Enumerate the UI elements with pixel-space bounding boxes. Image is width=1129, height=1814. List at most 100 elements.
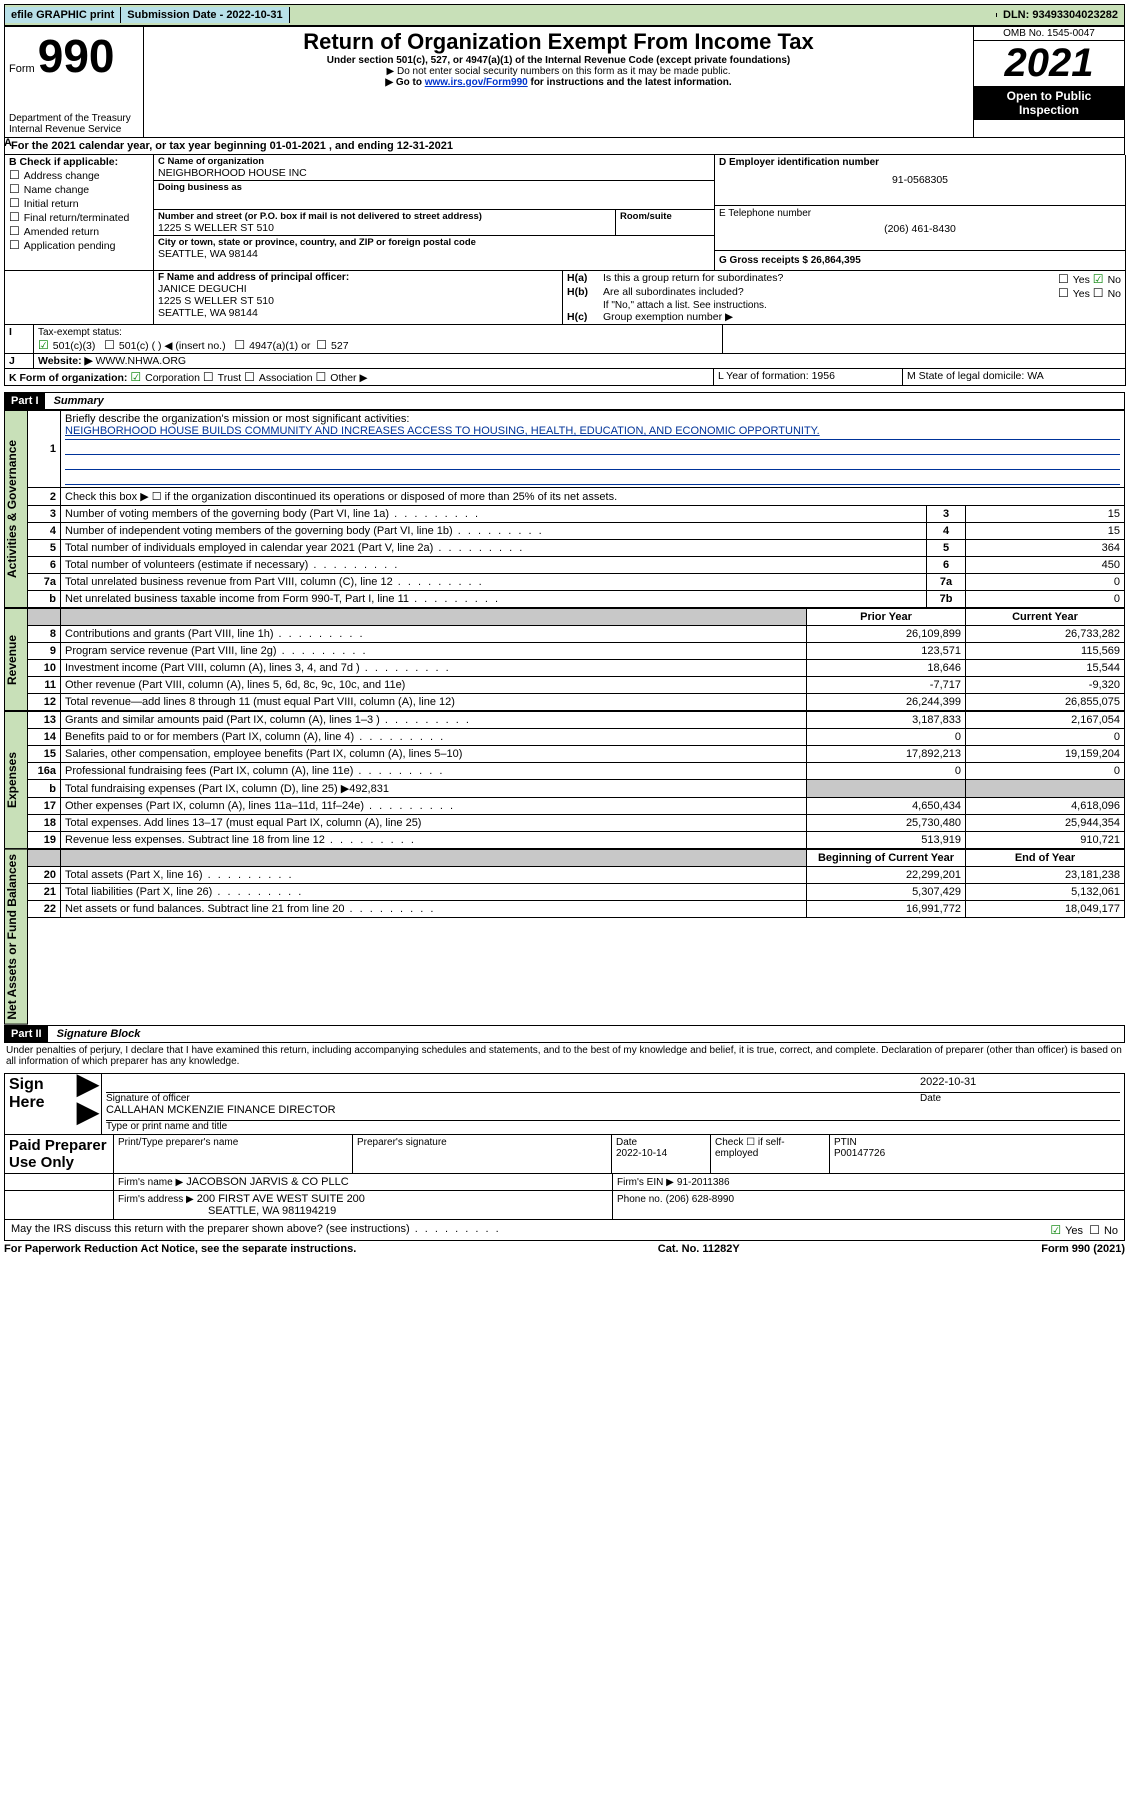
part-ii-title: Signature Block bbox=[57, 1028, 141, 1040]
prep-name-label: Print/Type preparer's name bbox=[118, 1137, 348, 1148]
ptin-val: P00147726 bbox=[834, 1148, 1120, 1159]
submission-date-button[interactable]: Submission Date - 2022-10-31 bbox=[121, 7, 289, 23]
chk-initial-return[interactable]: Initial return bbox=[9, 196, 149, 210]
page-footer: For Paperwork Reduction Act Notice, see … bbox=[4, 1241, 1125, 1255]
addr-label: Number and street (or P.O. box if mail i… bbox=[158, 211, 611, 222]
officer-name: JANICE DEGUCHI bbox=[158, 283, 558, 295]
tab-net-assets: Net Assets or Fund Balances bbox=[4, 849, 28, 1025]
hb-text: Are all subordinates included? bbox=[603, 286, 1058, 300]
firm-phone: (206) 628-8990 bbox=[666, 1194, 734, 1205]
chk-501c[interactable]: 501(c) ( ) ◀ (insert no.) bbox=[104, 340, 225, 352]
firm-ein: 91-2011386 bbox=[677, 1177, 730, 1188]
line-b-label: B Check if applicable: bbox=[9, 156, 149, 168]
form-number: 990 bbox=[38, 30, 115, 82]
chk-final-return[interactable]: Final return/terminated bbox=[9, 210, 149, 224]
pra-notice: For Paperwork Reduction Act Notice, see … bbox=[4, 1243, 356, 1255]
chk-501c3[interactable]: 501(c)(3) bbox=[38, 340, 95, 352]
chk-527[interactable]: 527 bbox=[316, 340, 348, 352]
top-bar: efile GRAPHIC print Submission Date - 20… bbox=[4, 4, 1125, 26]
firm-name: JACOBSON JARVIS & CO PLLC bbox=[186, 1176, 348, 1188]
chk-address-change[interactable]: Address change bbox=[9, 168, 149, 182]
chk-assoc[interactable]: Association bbox=[244, 372, 312, 384]
sign-here-block: Sign Here ▶▶ 2022-10-31 Signature of off… bbox=[4, 1073, 1125, 1135]
ha-no[interactable]: No bbox=[1093, 274, 1121, 286]
l5-val: 364 bbox=[966, 540, 1125, 557]
l4-text: Number of independent voting members of … bbox=[61, 523, 927, 540]
firm-name-label: Firm's name ▶ bbox=[118, 1177, 183, 1188]
hdr-prior: Prior Year bbox=[807, 609, 966, 626]
sign-date: 2022-10-31 bbox=[920, 1076, 1120, 1092]
l3-val: 15 bbox=[966, 506, 1125, 523]
chk-name-change[interactable]: Name change bbox=[9, 182, 149, 196]
line-f-label: F Name and address of principal officer: bbox=[158, 272, 558, 283]
goto-prefix: ▶ Go to bbox=[385, 77, 424, 88]
may-discuss-row: May the IRS discuss this return with the… bbox=[4, 1220, 1125, 1241]
perjury-declaration: Under penalties of perjury, I declare th… bbox=[4, 1043, 1125, 1073]
form-ref: Form 990 (2021) bbox=[1041, 1243, 1125, 1255]
l2-text: Check this box ▶ ☐ if the organization d… bbox=[61, 488, 1125, 506]
chk-application-pending[interactable]: Application pending bbox=[9, 238, 149, 252]
paid-preparer-label: Paid Preparer Use Only bbox=[5, 1135, 114, 1173]
self-employed-check[interactable]: Check ☐ if self-employed bbox=[711, 1135, 830, 1173]
ha-yes[interactable]: Yes bbox=[1058, 274, 1090, 286]
l3-text: Number of voting members of the governin… bbox=[61, 506, 927, 523]
warn-ssn: ▶ Do not enter social security numbers o… bbox=[148, 66, 969, 77]
may-discuss-text: May the IRS discuss this return with the… bbox=[11, 1223, 1050, 1237]
mission-text: NEIGHBORHOOD HOUSE BUILDS COMMUNITY AND … bbox=[65, 425, 1120, 440]
line-k-label: K Form of organization: bbox=[9, 372, 127, 384]
hdr-begin: Beginning of Current Year bbox=[807, 850, 966, 867]
efile-print-button[interactable]: efile GRAPHIC print bbox=[5, 7, 121, 23]
line-i-letter: I bbox=[5, 325, 34, 354]
part-i-tag: Part I bbox=[5, 393, 45, 409]
org-city: SEATTLE, WA 98144 bbox=[158, 248, 710, 260]
prep-date-label: Date bbox=[616, 1137, 706, 1148]
firm-ein-label: Firm's EIN ▶ bbox=[617, 1177, 674, 1188]
discuss-yes[interactable]: Yes bbox=[1050, 1225, 1083, 1237]
summary-expenses-table: 13Grants and similar amounts paid (Part … bbox=[28, 711, 1125, 849]
line-g-gross: G Gross receipts $ 26,864,395 bbox=[715, 251, 1125, 270]
part-ii-tag: Part II bbox=[5, 1026, 48, 1042]
hb-yes[interactable]: Yes bbox=[1058, 288, 1090, 300]
open-public-badge: Open to Public Inspection bbox=[974, 86, 1124, 120]
discuss-no[interactable]: No bbox=[1089, 1225, 1118, 1237]
l5-text: Total number of individuals employed in … bbox=[61, 540, 927, 557]
tax-year: 2021 bbox=[974, 41, 1124, 86]
chk-other[interactable]: Other ▶ bbox=[316, 372, 368, 384]
summary-activities-table: 1 Briefly describe the organization's mi… bbox=[28, 410, 1125, 608]
l7b-val: 0 bbox=[966, 591, 1125, 608]
tab-expenses: Expenses bbox=[4, 711, 28, 849]
line-d-label: D Employer identification number bbox=[719, 157, 1121, 168]
paid-preparer-block: Paid Preparer Use Only Print/Type prepar… bbox=[4, 1135, 1125, 1220]
form-word: Form bbox=[9, 63, 35, 75]
chk-corp[interactable]: Corporation bbox=[130, 372, 200, 384]
sign-arrow-icon-2: ▶ bbox=[77, 1104, 97, 1121]
line-m: M State of legal domicile: WA bbox=[903, 369, 1126, 386]
form-header: Form 990 Department of the Treasury Inte… bbox=[4, 26, 1125, 138]
firm-addr-label: Firm's address ▶ bbox=[118, 1194, 194, 1205]
hb-no[interactable]: No bbox=[1093, 288, 1121, 300]
sign-arrow-icon: ▶ bbox=[77, 1076, 97, 1093]
website-value: WWW.NHWA.ORG bbox=[95, 355, 186, 367]
firm-phone-label: Phone no. bbox=[617, 1194, 663, 1205]
org-address: 1225 S WELLER ST 510 bbox=[158, 222, 611, 234]
warn-link: ▶ Go to www.irs.gov/Form990 for instruct… bbox=[148, 77, 969, 88]
prep-date-val: 2022-10-14 bbox=[616, 1148, 706, 1159]
l6-val: 450 bbox=[966, 557, 1125, 574]
city-label: City or town, state or province, country… bbox=[158, 237, 710, 248]
line-c-label: C Name of organization bbox=[158, 156, 710, 167]
chk-trust[interactable]: Trust bbox=[203, 372, 241, 384]
officer-addr2: SEATTLE, WA 98144 bbox=[158, 307, 558, 319]
l1-label: Briefly describe the organization's miss… bbox=[65, 413, 409, 425]
ptin-label: PTIN bbox=[834, 1137, 1120, 1148]
chk-amended-return[interactable]: Amended return bbox=[9, 224, 149, 238]
chk-4947[interactable]: 4947(a)(1) or bbox=[234, 340, 310, 352]
dept-label: Department of the Treasury bbox=[9, 113, 139, 124]
website-label: Website: ▶ bbox=[38, 355, 93, 367]
entity-block: B Check if applicable: Address change Na… bbox=[4, 155, 1126, 271]
line-e-label: E Telephone number bbox=[719, 208, 1121, 219]
line-a-tax-year: A For the 2021 calendar year, or tax yea… bbox=[4, 138, 1125, 155]
hdr-current: Current Year bbox=[966, 609, 1125, 626]
omb-number: OMB No. 1545-0047 bbox=[974, 27, 1124, 41]
irs-link[interactable]: www.irs.gov/Form990 bbox=[425, 77, 528, 88]
irs-label: Internal Revenue Service bbox=[9, 124, 139, 135]
